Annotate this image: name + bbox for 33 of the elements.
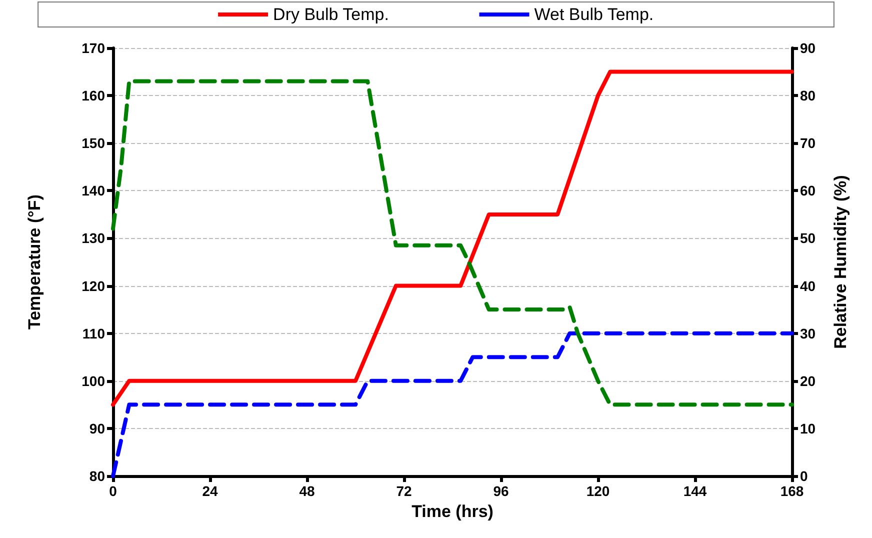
x-tick-label: 144 [683, 483, 707, 499]
y2-tick-label: 40 [800, 278, 816, 294]
y-tick-label: 140 [82, 182, 106, 199]
y2-tick-label: 10 [800, 420, 816, 436]
x-tick-label: 0 [109, 483, 118, 499]
x-tick-label: 24 [202, 483, 218, 499]
x-tick-label: 120 [586, 483, 610, 499]
x-tick-label: 72 [396, 483, 412, 499]
y-tick-label: 110 [82, 325, 106, 342]
y-tick-label: 150 [82, 135, 106, 152]
y-tick-label: 170 [82, 40, 106, 56]
y-tick-label: 130 [82, 230, 106, 246]
y2-tick-label: 0 [800, 468, 808, 484]
y-axis-title: Temperature (°F) [25, 194, 44, 330]
x-tick-label: 168 [780, 483, 804, 499]
y-tick-label: 90 [89, 420, 106, 436]
y2-tick-label: 20 [800, 372, 816, 389]
y-tick-label: 80 [89, 468, 106, 484]
legend-label: Dry Bulb Temp. [273, 5, 389, 24]
y2-tick-label: 60 [800, 182, 816, 199]
y-tick-label: 100 [82, 372, 106, 389]
y2-axis-title: Relative Humidity (%) [831, 175, 850, 349]
x-tick-label: 48 [299, 483, 315, 499]
y2-tick-label: 90 [800, 40, 816, 56]
legend-label: Wet Bulb Temp. [534, 5, 654, 24]
x-axis-title: Time (hrs) [412, 502, 494, 521]
y2-tick-label: 50 [800, 230, 816, 246]
y2-tick-label: 80 [800, 88, 816, 104]
x-tick-label: 96 [493, 483, 509, 499]
y2-tick-label: 70 [800, 135, 816, 152]
y-tick-label: 120 [82, 278, 106, 294]
y2-tick-label: 30 [800, 325, 816, 342]
y-tick-label: 160 [82, 88, 106, 104]
